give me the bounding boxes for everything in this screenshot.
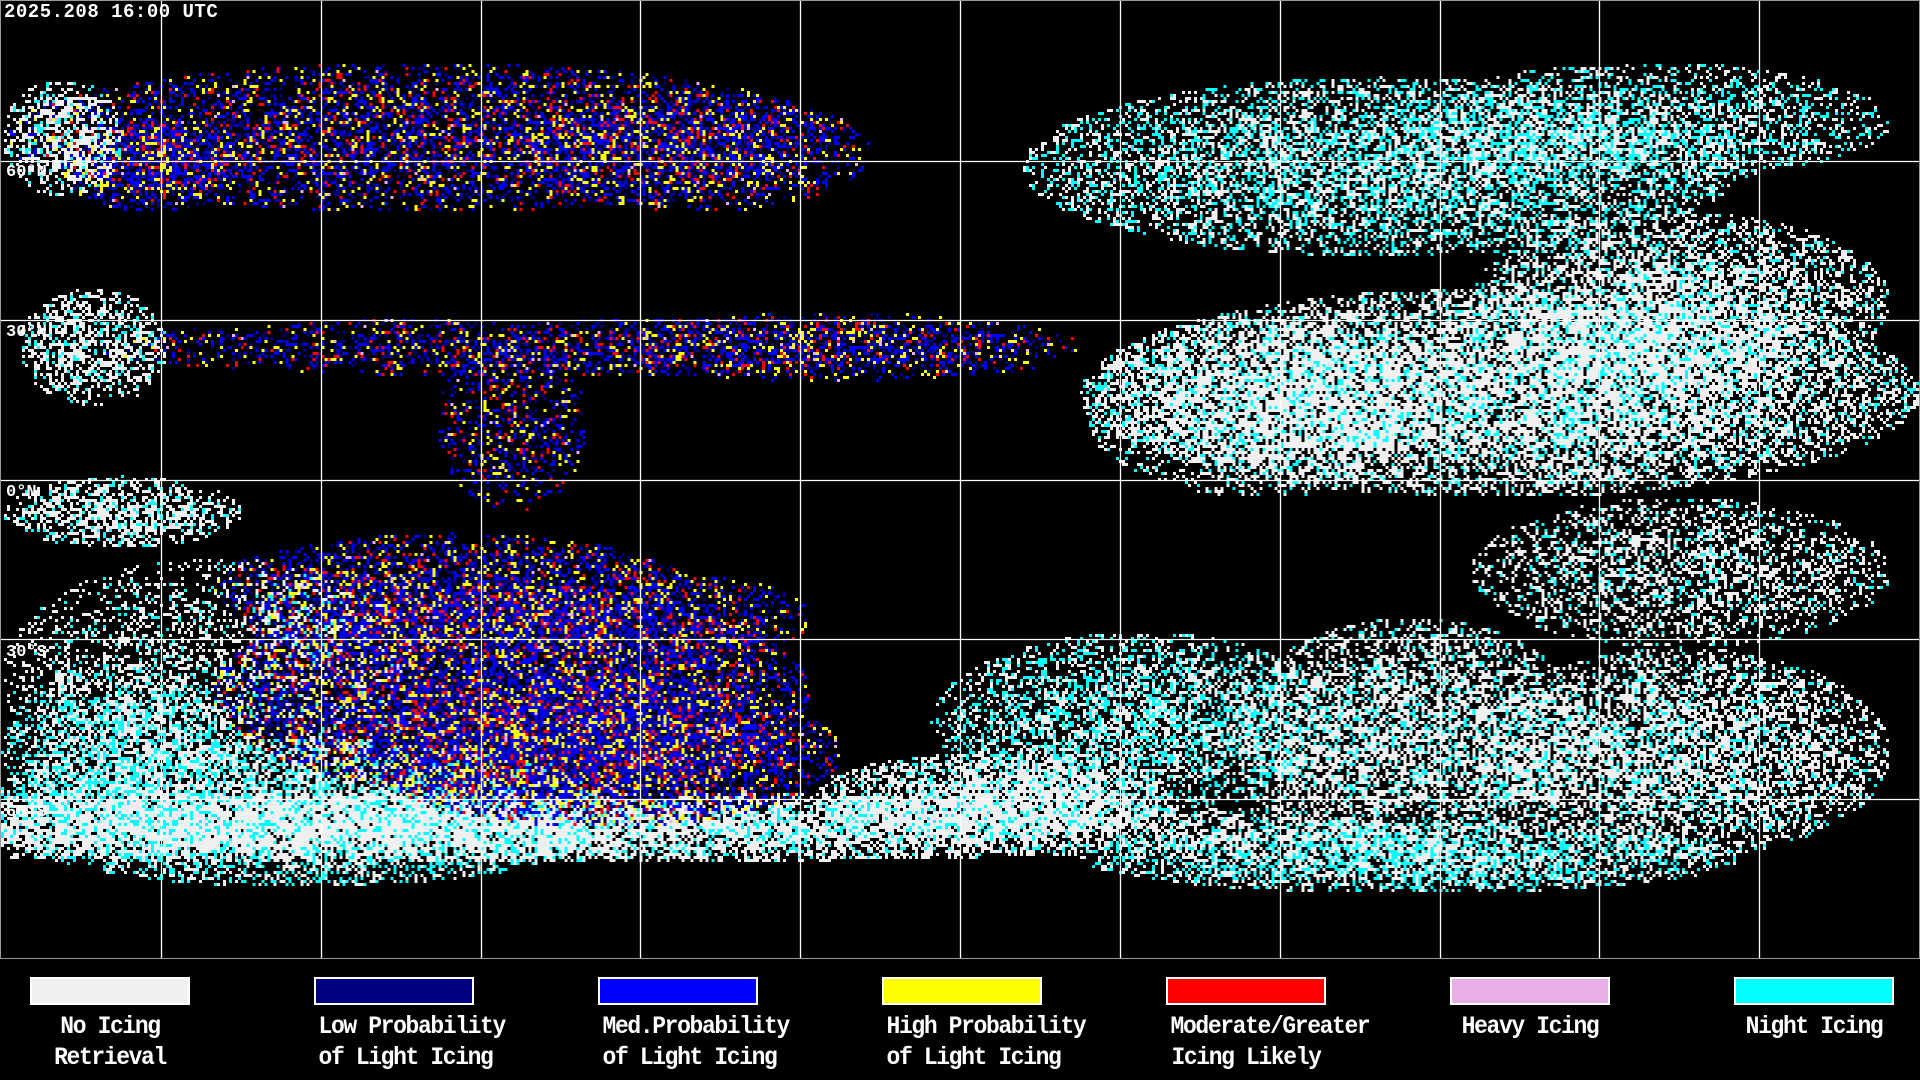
legend-swatch [1734,977,1894,1005]
lat-label-0n: 0°N [6,483,37,502]
legend-swatch [1450,977,1610,1005]
legend-item-high-probability: High Probability of Light Icing [880,977,1087,1073]
legend-label: High Probability [886,1012,1087,1041]
legend-item-med-probability: Med.Probability of Light Icing [596,977,791,1073]
legend-label: Heavy Icing [1461,1012,1600,1041]
lat-label-60n: 60°N [6,163,47,182]
legend-label: Low Probability [318,1012,507,1041]
legend-item-no-icing: No Icing Retrieval [28,977,192,1073]
legend-label: No Icing [60,1012,161,1041]
timestamp: 2025.208 16:00 UTC [4,1,219,23]
legend-label: Icing Likely [1171,1043,1321,1072]
legend-item-heavy-icing: Heavy Icing [1448,977,1612,1042]
legend-item-low-probability: Low Probability of Light Icing [312,977,507,1073]
legend-label: of Light Icing [886,1043,1062,1072]
legend-label: Night Icing [1745,1012,1884,1041]
lat-label-30n: 30°N [6,323,47,342]
legend-swatch [30,977,190,1005]
lat-label-60s: 60°S [6,803,47,822]
lat-lon-grid [1,1,1919,958]
legend-item-moderate-greater: Moderate/Greater Icing Likely [1164,977,1371,1073]
legend-label: of Light Icing [318,1043,494,1072]
legend-label: Moderate/Greater [1170,1012,1371,1041]
legend-swatch [314,977,474,1005]
legend-swatch [598,977,758,1005]
legend-label: Retrieval [54,1043,167,1072]
icing-map: 2025.208 16:00 UTC 60°N 30°N 0°N 30°S 60… [0,0,1920,959]
legend-label: Med.Probability [602,1012,791,1041]
lat-label-30s: 30°S [6,643,47,662]
legend-item-night-icing: Night Icing [1732,977,1896,1042]
legend-label: of Light Icing [602,1043,778,1072]
legend-swatch [1166,977,1326,1005]
legend-swatch [882,977,1042,1005]
